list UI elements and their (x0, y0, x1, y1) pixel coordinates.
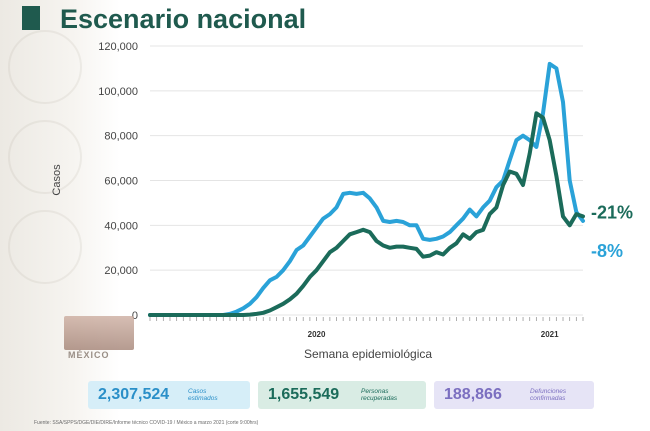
side-pattern (0, 0, 120, 431)
annotations: -21% -8% (591, 202, 633, 260)
logo-emblem (64, 316, 134, 350)
card-deaths: 188,866 Defunciones confirmadas (434, 381, 594, 409)
recovered-value: 1,655,549 (268, 386, 340, 403)
gridlines (150, 45, 583, 316)
recovered-label: Personas recuperadas (361, 388, 398, 402)
series-line-confirmed (148, 111, 585, 317)
y-tick-label: 20,000 (104, 265, 138, 277)
y-tick-label: 120,000 (98, 41, 138, 53)
year-label: 2021 (541, 330, 559, 339)
y-tick-label: 100,000 (98, 86, 138, 98)
y-axis-label: Casos (51, 164, 63, 196)
x-axis-label: Semana epidemiológica (304, 347, 432, 361)
annotation-estimated: -8% (591, 241, 623, 261)
year-label: 2020 (308, 330, 326, 339)
annotation-confirmed: -21% (591, 202, 633, 222)
estimated-cases-label: Casos estimados (188, 388, 218, 402)
decorative-motif (8, 30, 82, 104)
year-labels: 2020 2021 (308, 330, 560, 339)
deaths-value: 188,866 (444, 386, 502, 403)
card-estimated-cases: 2,307,524 Casos estimados (88, 381, 250, 409)
line-chart: 020,00040,00060,00080,000100,000120,000 … (51, 41, 633, 361)
y-tick-label: 60,000 (104, 176, 138, 188)
series-layer (148, 61, 585, 317)
y-axis-ticks: 0 20,000 40,000 60,000 80,000 100,000 120,000 (98, 41, 138, 322)
y-tick-label: 0 (132, 310, 138, 322)
x-axis-ticks (149, 317, 584, 321)
decorative-motif (8, 120, 82, 194)
estimated-cases-value: 2,307,524 (98, 386, 170, 403)
y-tick-label: 40,000 (104, 220, 138, 232)
title-marker (22, 6, 40, 30)
government-logo: MÉXICO (64, 316, 134, 366)
card-recovered: 1,655,549 Personas recuperadas (258, 381, 426, 409)
y-tick-label: 80,000 (104, 131, 138, 143)
logo-text: MÉXICO (68, 350, 110, 360)
deaths-label: Defunciones confirmadas (530, 388, 567, 402)
page-title: Escenario nacional (60, 4, 307, 34)
series-line-estimated (148, 61, 585, 317)
decorative-motif (8, 210, 82, 284)
source-footer: Fuente: SSA/SPPS/DGE/DIE/DIRE/Informe té… (34, 420, 259, 426)
